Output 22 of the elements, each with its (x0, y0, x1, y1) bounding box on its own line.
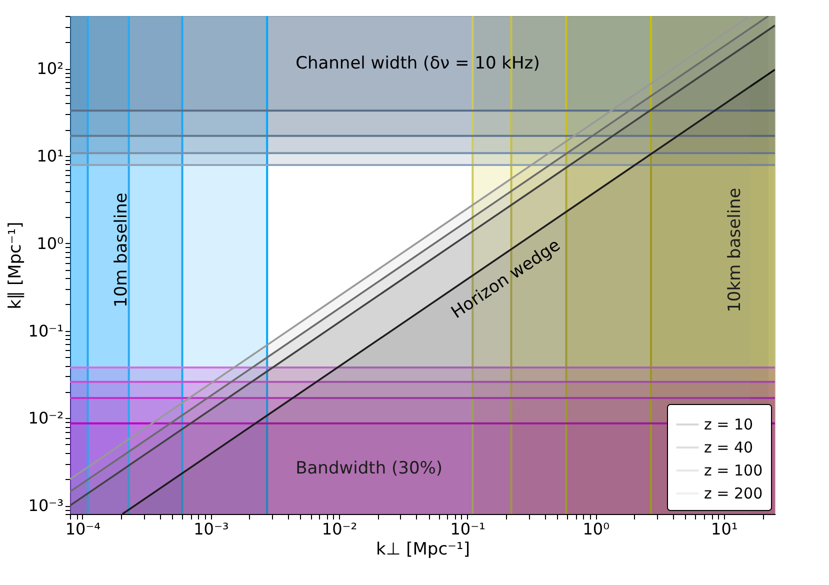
legend-label: z = 40 (704, 438, 754, 456)
band-label: Channel width (δν = 10 kHz) (296, 53, 540, 74)
y-tick-label: 10⁰ (36, 234, 64, 253)
y-tick-label: 10² (36, 59, 64, 78)
legend-label: z = 100 (704, 462, 763, 480)
x-axis-title: k⊥ [Mpc⁻¹] (376, 540, 470, 560)
legend-label: z = 200 (704, 484, 763, 502)
y-tick-label: 10¹ (36, 146, 64, 166)
x-tick-label: 10⁻¹ (450, 520, 486, 538)
x-tick-label: 10⁰ (582, 520, 610, 538)
band-label: Bandwidth (30%) (296, 458, 443, 479)
x-tick-label: 10⁻³ (194, 520, 229, 538)
y-tick-label: 10⁻² (28, 408, 64, 428)
x-tick-label: 10¹ (711, 520, 738, 538)
band-label: 10km baseline (724, 188, 745, 312)
y-tick-label: 10⁻³ (28, 496, 64, 516)
x-tick-label: 10⁻² (322, 520, 358, 538)
legend-label: z = 10 (704, 416, 754, 434)
band-label: 10m baseline (111, 192, 132, 308)
x-tick-label: 10⁻⁴ (65, 520, 101, 538)
y-tick-label: 10⁻¹ (28, 321, 64, 340)
y-axis-title: k∥ [Mpc⁻¹] (5, 222, 26, 310)
